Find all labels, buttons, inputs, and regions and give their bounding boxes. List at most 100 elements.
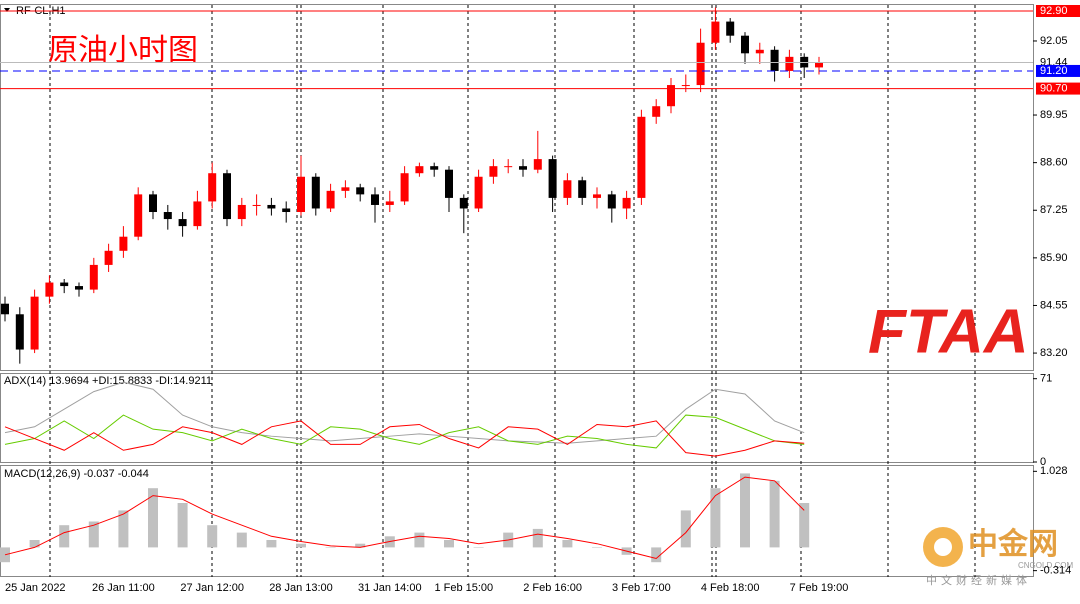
separators — [49, 5, 976, 577]
candle-body — [548, 159, 557, 198]
y-tick-label: 87.25 — [1040, 204, 1068, 216]
x-tick-label: 7 Feb 19:00 — [790, 582, 849, 594]
candle-body — [652, 106, 661, 117]
macd-bar — [414, 532, 425, 548]
x-tick-label: 4 Feb 18:00 — [701, 582, 760, 594]
macd-bar — [680, 510, 691, 548]
candle-body — [237, 204, 246, 220]
candle-body — [489, 166, 498, 177]
candle-body — [445, 169, 453, 198]
candle-body — [711, 21, 720, 43]
macd-bar — [266, 540, 277, 548]
candle-body — [578, 180, 587, 198]
macd-bar — [740, 473, 750, 548]
level-box — [1036, 64, 1080, 77]
macd-bar — [296, 543, 306, 548]
candle-body — [297, 176, 305, 213]
candle-body — [356, 187, 365, 195]
candle-body — [400, 173, 409, 202]
macd-bar — [532, 528, 543, 548]
candle-body — [104, 250, 113, 265]
x-tick-label: 1 Feb 15:00 — [434, 582, 493, 594]
candle-body — [282, 208, 291, 213]
macd-bar — [325, 547, 336, 548]
macd-title: MACD(12,26,9) -0.037 -0.044 — [4, 468, 149, 480]
level-label: 91.20 — [1040, 65, 1068, 77]
candle-body — [267, 204, 276, 209]
candle-body — [696, 42, 705, 86]
candle-body — [459, 197, 468, 209]
candle-body — [593, 194, 601, 198]
watermark-name: 中金网 — [968, 527, 1058, 561]
candle-body — [385, 201, 394, 205]
y-tick-label: 0 — [1040, 456, 1046, 468]
macd-bar — [59, 525, 70, 548]
candle-body — [15, 314, 24, 350]
macd-bar — [710, 488, 721, 548]
adx-title: ADX(14) 13.9694 +DI:15.8833 -DI:14.9211 — [4, 375, 212, 387]
macd-bar — [0, 547, 10, 563]
x-tick-label: 27 Jan 12:00 — [180, 582, 244, 594]
main-panel — [0, 4, 1034, 371]
macd-panel — [0, 465, 1034, 577]
candle-body — [519, 166, 527, 170]
y-tick-label: 89.95 — [1040, 109, 1068, 121]
candle-body — [474, 176, 483, 209]
macd-bar — [473, 547, 484, 548]
menu-arrow — [4, 8, 10, 12]
annotation: 原油小时图 — [48, 34, 198, 67]
candle-body — [193, 201, 202, 227]
y-tick-label: -0.314 — [1040, 565, 1071, 577]
candle-body — [563, 180, 572, 198]
x-tick-label: 26 Jan 11:00 — [92, 582, 155, 594]
y-tick-label: 85.90 — [1040, 252, 1068, 264]
level-box — [1036, 4, 1080, 17]
level-label: 92.90 — [1040, 5, 1068, 17]
candle-body — [178, 219, 187, 227]
candle-body — [75, 286, 83, 290]
candle-body — [533, 159, 542, 170]
macd-bar — [88, 521, 99, 548]
watermark-icon — [934, 538, 952, 556]
candle-body — [223, 173, 231, 220]
candle-body — [341, 187, 350, 191]
macd-bar — [592, 547, 602, 548]
candle-body — [163, 212, 172, 220]
x-tick-label: 31 Jan 14:00 — [358, 582, 422, 594]
x-tick-label: 3 Feb 17:00 — [612, 582, 671, 594]
watermark-site: CNGOLD.COM — [1018, 561, 1073, 570]
macd-bar — [236, 532, 247, 548]
candle-body — [30, 296, 39, 350]
x-tick-label: 25 Jan 2022 — [5, 582, 66, 594]
candle-body — [622, 197, 631, 209]
candle-body — [755, 49, 764, 54]
macd-bar — [177, 503, 188, 548]
candle-body — [60, 282, 69, 287]
macd-bar — [355, 543, 366, 548]
level-box — [1036, 82, 1080, 95]
y-tick-label: 1.028 — [1040, 465, 1068, 477]
candle-body — [208, 173, 217, 202]
y-tick-label: 88.60 — [1040, 157, 1068, 169]
candle-body — [326, 190, 335, 209]
watermark: 中金网 CNGOLD.COM 中文财经新媒体 — [923, 527, 1073, 587]
candle-body — [89, 264, 98, 290]
y-tick-label: 71 — [1040, 373, 1052, 385]
adx-panel — [0, 373, 1034, 463]
candle-body — [430, 166, 439, 170]
candle-body — [815, 62, 823, 68]
candle-body — [607, 194, 616, 209]
candle-body — [415, 166, 424, 174]
y-tick-label: 84.55 — [1040, 299, 1068, 311]
macd-bar — [562, 540, 573, 548]
macd-bar — [29, 540, 40, 548]
y-tick-label: 92.05 — [1040, 35, 1068, 47]
candle-body — [667, 85, 675, 107]
signal-line — [4, 476, 805, 560]
macd-bar — [118, 510, 129, 548]
y-tick-label: 83.20 — [1040, 347, 1068, 359]
x-tick-label: 2 Feb 16:00 — [523, 582, 582, 594]
logo: FTAA — [868, 297, 1029, 366]
candle-body — [252, 204, 261, 206]
